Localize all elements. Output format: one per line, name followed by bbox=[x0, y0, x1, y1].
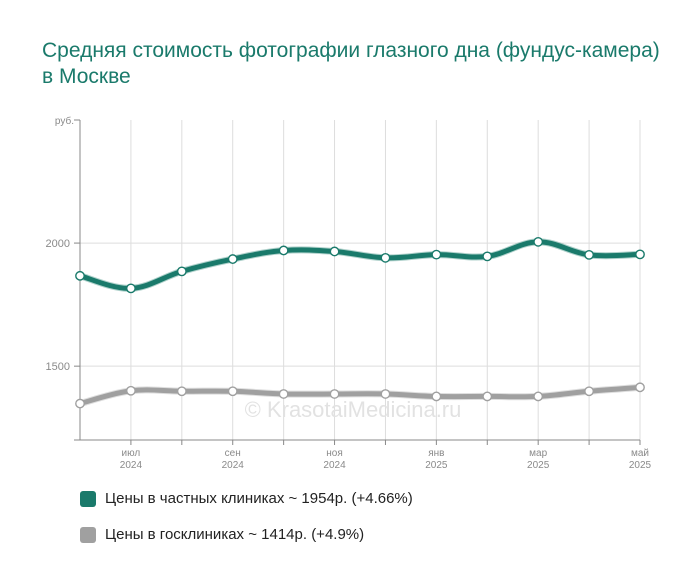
data-point bbox=[176, 386, 187, 397]
x-tick-label-year: 2025 bbox=[629, 460, 652, 471]
data-point bbox=[533, 391, 544, 402]
y-tick-label: 1500 bbox=[46, 361, 70, 373]
legend-item-private[interactable]: Цены в частных клиниках ~ 1954р. (+4.66%… bbox=[80, 490, 413, 507]
data-point bbox=[329, 246, 340, 257]
x-tick-label-year: 2024 bbox=[120, 460, 143, 471]
data-point bbox=[584, 386, 594, 397]
watermark-text: © KrasotaiMedicina.ru bbox=[245, 397, 462, 422]
data-point bbox=[380, 252, 391, 263]
chart-title: Средняя стоимость фотографии глазного дн… bbox=[42, 39, 660, 88]
data-point bbox=[227, 254, 238, 264]
legend-swatch-state bbox=[80, 526, 96, 543]
data-point bbox=[278, 389, 289, 399]
x-tick-label-year: 2025 bbox=[527, 460, 550, 471]
data-point bbox=[380, 389, 391, 399]
x-tick-label-year: 2024 bbox=[222, 460, 245, 471]
data-point bbox=[278, 245, 289, 256]
series-line-shadow bbox=[76, 238, 644, 292]
y-tick-label: 2000 bbox=[46, 238, 70, 250]
label-layer: руб.15002000июл2024сен2024ноя2024янв2025… bbox=[46, 115, 652, 471]
data-point bbox=[126, 283, 136, 294]
x-tick-label-year: 2024 bbox=[323, 460, 346, 471]
data-point bbox=[75, 398, 85, 409]
x-tick-label-month: июл bbox=[122, 448, 141, 459]
x-tick-label-year: 2025 bbox=[425, 460, 448, 471]
data-point bbox=[329, 389, 340, 399]
data-point bbox=[431, 249, 442, 260]
x-tick-label-month: ноя bbox=[326, 448, 343, 459]
x-tick-label-month: сен bbox=[225, 448, 241, 459]
data-point bbox=[431, 391, 442, 402]
legend-label-state: Цены в госклиниках ~ 1414р. (+4.9%) bbox=[105, 526, 365, 543]
data-point bbox=[75, 270, 85, 281]
x-tick-label-month: май bbox=[631, 448, 649, 459]
series-layer bbox=[75, 236, 645, 409]
x-tick-label-month: мар bbox=[529, 448, 547, 459]
data-point bbox=[635, 249, 645, 260]
data-point bbox=[176, 266, 187, 277]
legend-swatch-private bbox=[80, 490, 96, 507]
legend-item-state[interactable]: Цены в госклиниках ~ 1414р. (+4.9%) bbox=[80, 526, 364, 543]
x-tick-label-month: янв bbox=[428, 448, 444, 459]
data-point bbox=[635, 382, 645, 393]
data-point bbox=[227, 386, 238, 397]
data-point bbox=[482, 251, 493, 262]
data-point bbox=[584, 249, 594, 260]
data-point bbox=[126, 385, 136, 396]
data-point bbox=[482, 391, 493, 402]
legend-label-private: Цены в частных клиниках ~ 1954р. (+4.66%… bbox=[105, 490, 413, 507]
data-point bbox=[533, 236, 544, 247]
y-axis-unit-label: руб. bbox=[55, 115, 74, 127]
